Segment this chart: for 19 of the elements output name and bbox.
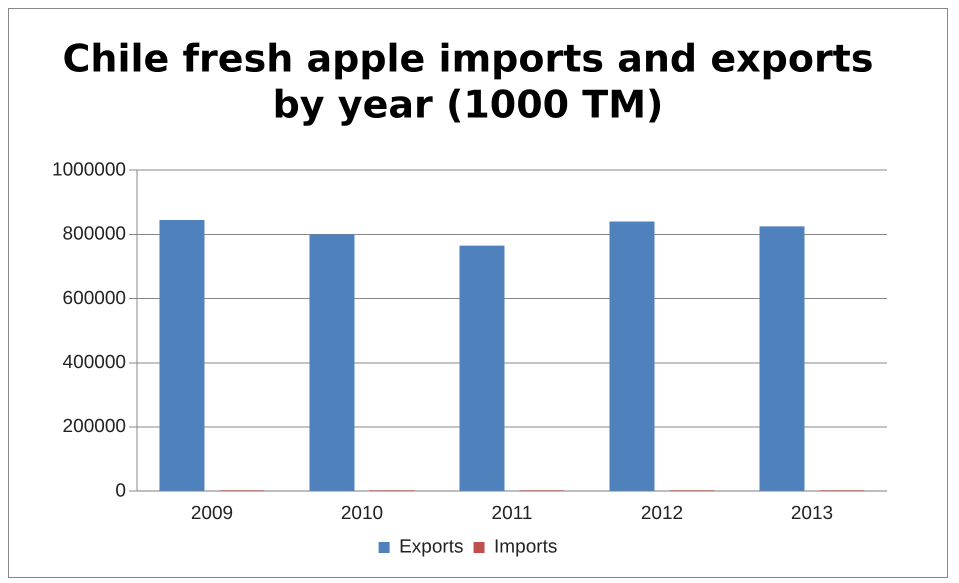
bar — [759, 226, 804, 491]
bar — [609, 222, 654, 491]
bar — [459, 246, 504, 491]
x-tick-label: 2009 — [190, 502, 234, 524]
x-tick-label: 2010 — [340, 502, 384, 524]
x-tick-label: 2013 — [790, 502, 834, 524]
y-tick-label: 400000 — [62, 352, 126, 374]
y-tick-label: 0 — [115, 480, 126, 502]
bar — [309, 234, 354, 491]
bar — [159, 220, 204, 491]
legend-label: Exports — [399, 536, 464, 558]
y-tick-label: 600000 — [62, 288, 126, 309]
y-tick-label: 200000 — [62, 416, 126, 438]
y-tick-label: 1000000 — [52, 159, 126, 180]
y-tick-label: 800000 — [62, 224, 126, 245]
chart-title: Chile fresh apple imports and exports by year (1000 TM) — [62, 36, 874, 126]
legend-label: Imports — [494, 536, 558, 558]
x-tick-label: 2012 — [640, 502, 684, 524]
x-tick-label: 2011 — [492, 502, 532, 524]
